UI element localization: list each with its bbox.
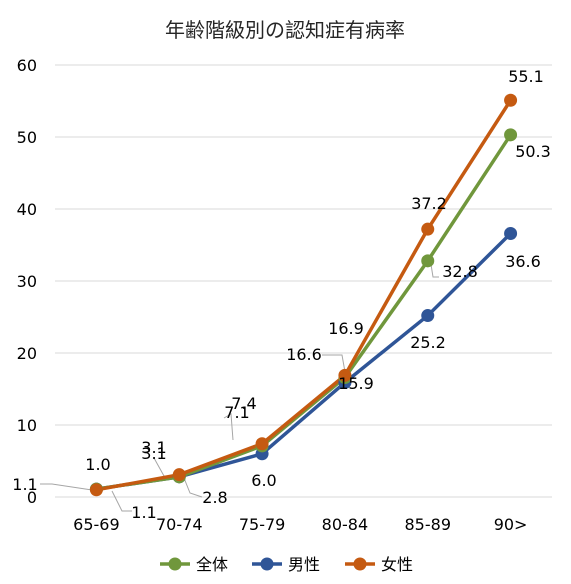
- data-labels: 1.1 2.8 7.1 16.6 32.8 50.3 1.1 3.1 6.0 15.9 25.2 36…: [12, 67, 551, 522]
- legend-marker-0: [168, 557, 182, 571]
- data-label-1-3: 15.9: [338, 374, 374, 393]
- marker-1-4: [421, 309, 435, 323]
- x-tick-label-70-74: 70-74: [156, 515, 203, 534]
- data-label-0-3: 16.6: [286, 345, 322, 364]
- marker-2-3: [338, 368, 352, 382]
- data-label-2-5: 55.1: [508, 67, 544, 86]
- data-label-2-1: 3.1: [141, 438, 166, 457]
- data-label-2-4: 37.2: [411, 194, 447, 213]
- series-markers: [89, 93, 518, 497]
- data-label-2-2: 7.4: [231, 394, 256, 413]
- x-tick-label-85-89: 85-89: [405, 515, 452, 534]
- x-tick-label-65-69: 65-69: [73, 515, 120, 534]
- series-lines: [94, 98, 513, 492]
- marker-1-5: [504, 226, 518, 240]
- legend-marker-2: [353, 557, 367, 571]
- data-label-1-0: 1.1: [131, 503, 156, 522]
- y-axis-ticks: 0 10 20 30 40 50 60: [17, 56, 37, 507]
- legend-marker-1: [260, 557, 274, 571]
- marker-0-4: [421, 254, 435, 268]
- leader-line-1: [111, 490, 132, 512]
- x-tick-label-90>: 90>: [494, 515, 528, 534]
- x-tick-label-75-79: 75-79: [239, 515, 286, 534]
- y-tick-label-50: 50: [17, 128, 37, 147]
- y-tick-label-0: 0: [27, 488, 37, 507]
- data-label-0-1: 2.8: [202, 488, 227, 507]
- leader-line-0: [40, 483, 93, 491]
- marker-2-1: [172, 468, 186, 482]
- y-tick-label-30: 30: [17, 272, 37, 291]
- leader-line-5: [322, 354, 346, 373]
- gridlines: [55, 64, 552, 498]
- data-label-2-3: 16.9: [328, 319, 364, 338]
- legend-label-2: 女性: [381, 555, 413, 574]
- leader-line-3: [183, 477, 203, 498]
- data-label-0-2: 7.1: [224, 403, 249, 422]
- y-tick-label-20: 20: [17, 344, 37, 363]
- data-label-0-5: 50.3: [515, 142, 551, 161]
- marker-2-4: [421, 222, 435, 236]
- marker-2-2: [255, 437, 269, 451]
- x-tick-label-80-84: 80-84: [322, 515, 369, 534]
- y-tick-label-60: 60: [17, 56, 37, 75]
- marker-2-5: [504, 93, 518, 107]
- data-label-0-4: 32.8: [442, 262, 478, 281]
- legend: 全体 男性 女性: [160, 555, 413, 574]
- data-label-1-5: 36.6: [505, 252, 541, 271]
- data-label-0-0: 1.1: [12, 475, 37, 494]
- data-label-1-2: 6.0: [251, 471, 276, 490]
- series-line-2: [94, 98, 513, 492]
- y-tick-label-10: 10: [17, 416, 37, 435]
- legend-label-1: 男性: [288, 555, 320, 574]
- chart-title: 年齢階級別の認知症有病率: [165, 18, 405, 42]
- marker-0-5: [504, 128, 518, 142]
- legend-label-0: 全体: [196, 555, 228, 574]
- data-label-1-1: 3.1: [141, 444, 166, 463]
- data-label-1-4: 25.2: [410, 333, 446, 352]
- marker-2-0: [89, 483, 103, 497]
- x-axis-ticks: 65-69 70-74 75-79 80-84 85-89 90>: [73, 515, 527, 534]
- data-label-2-0: 1.0: [85, 455, 110, 474]
- series-line-0: [94, 133, 513, 491]
- leader-line-4: [223, 413, 234, 441]
- y-tick-label-40: 40: [17, 200, 37, 219]
